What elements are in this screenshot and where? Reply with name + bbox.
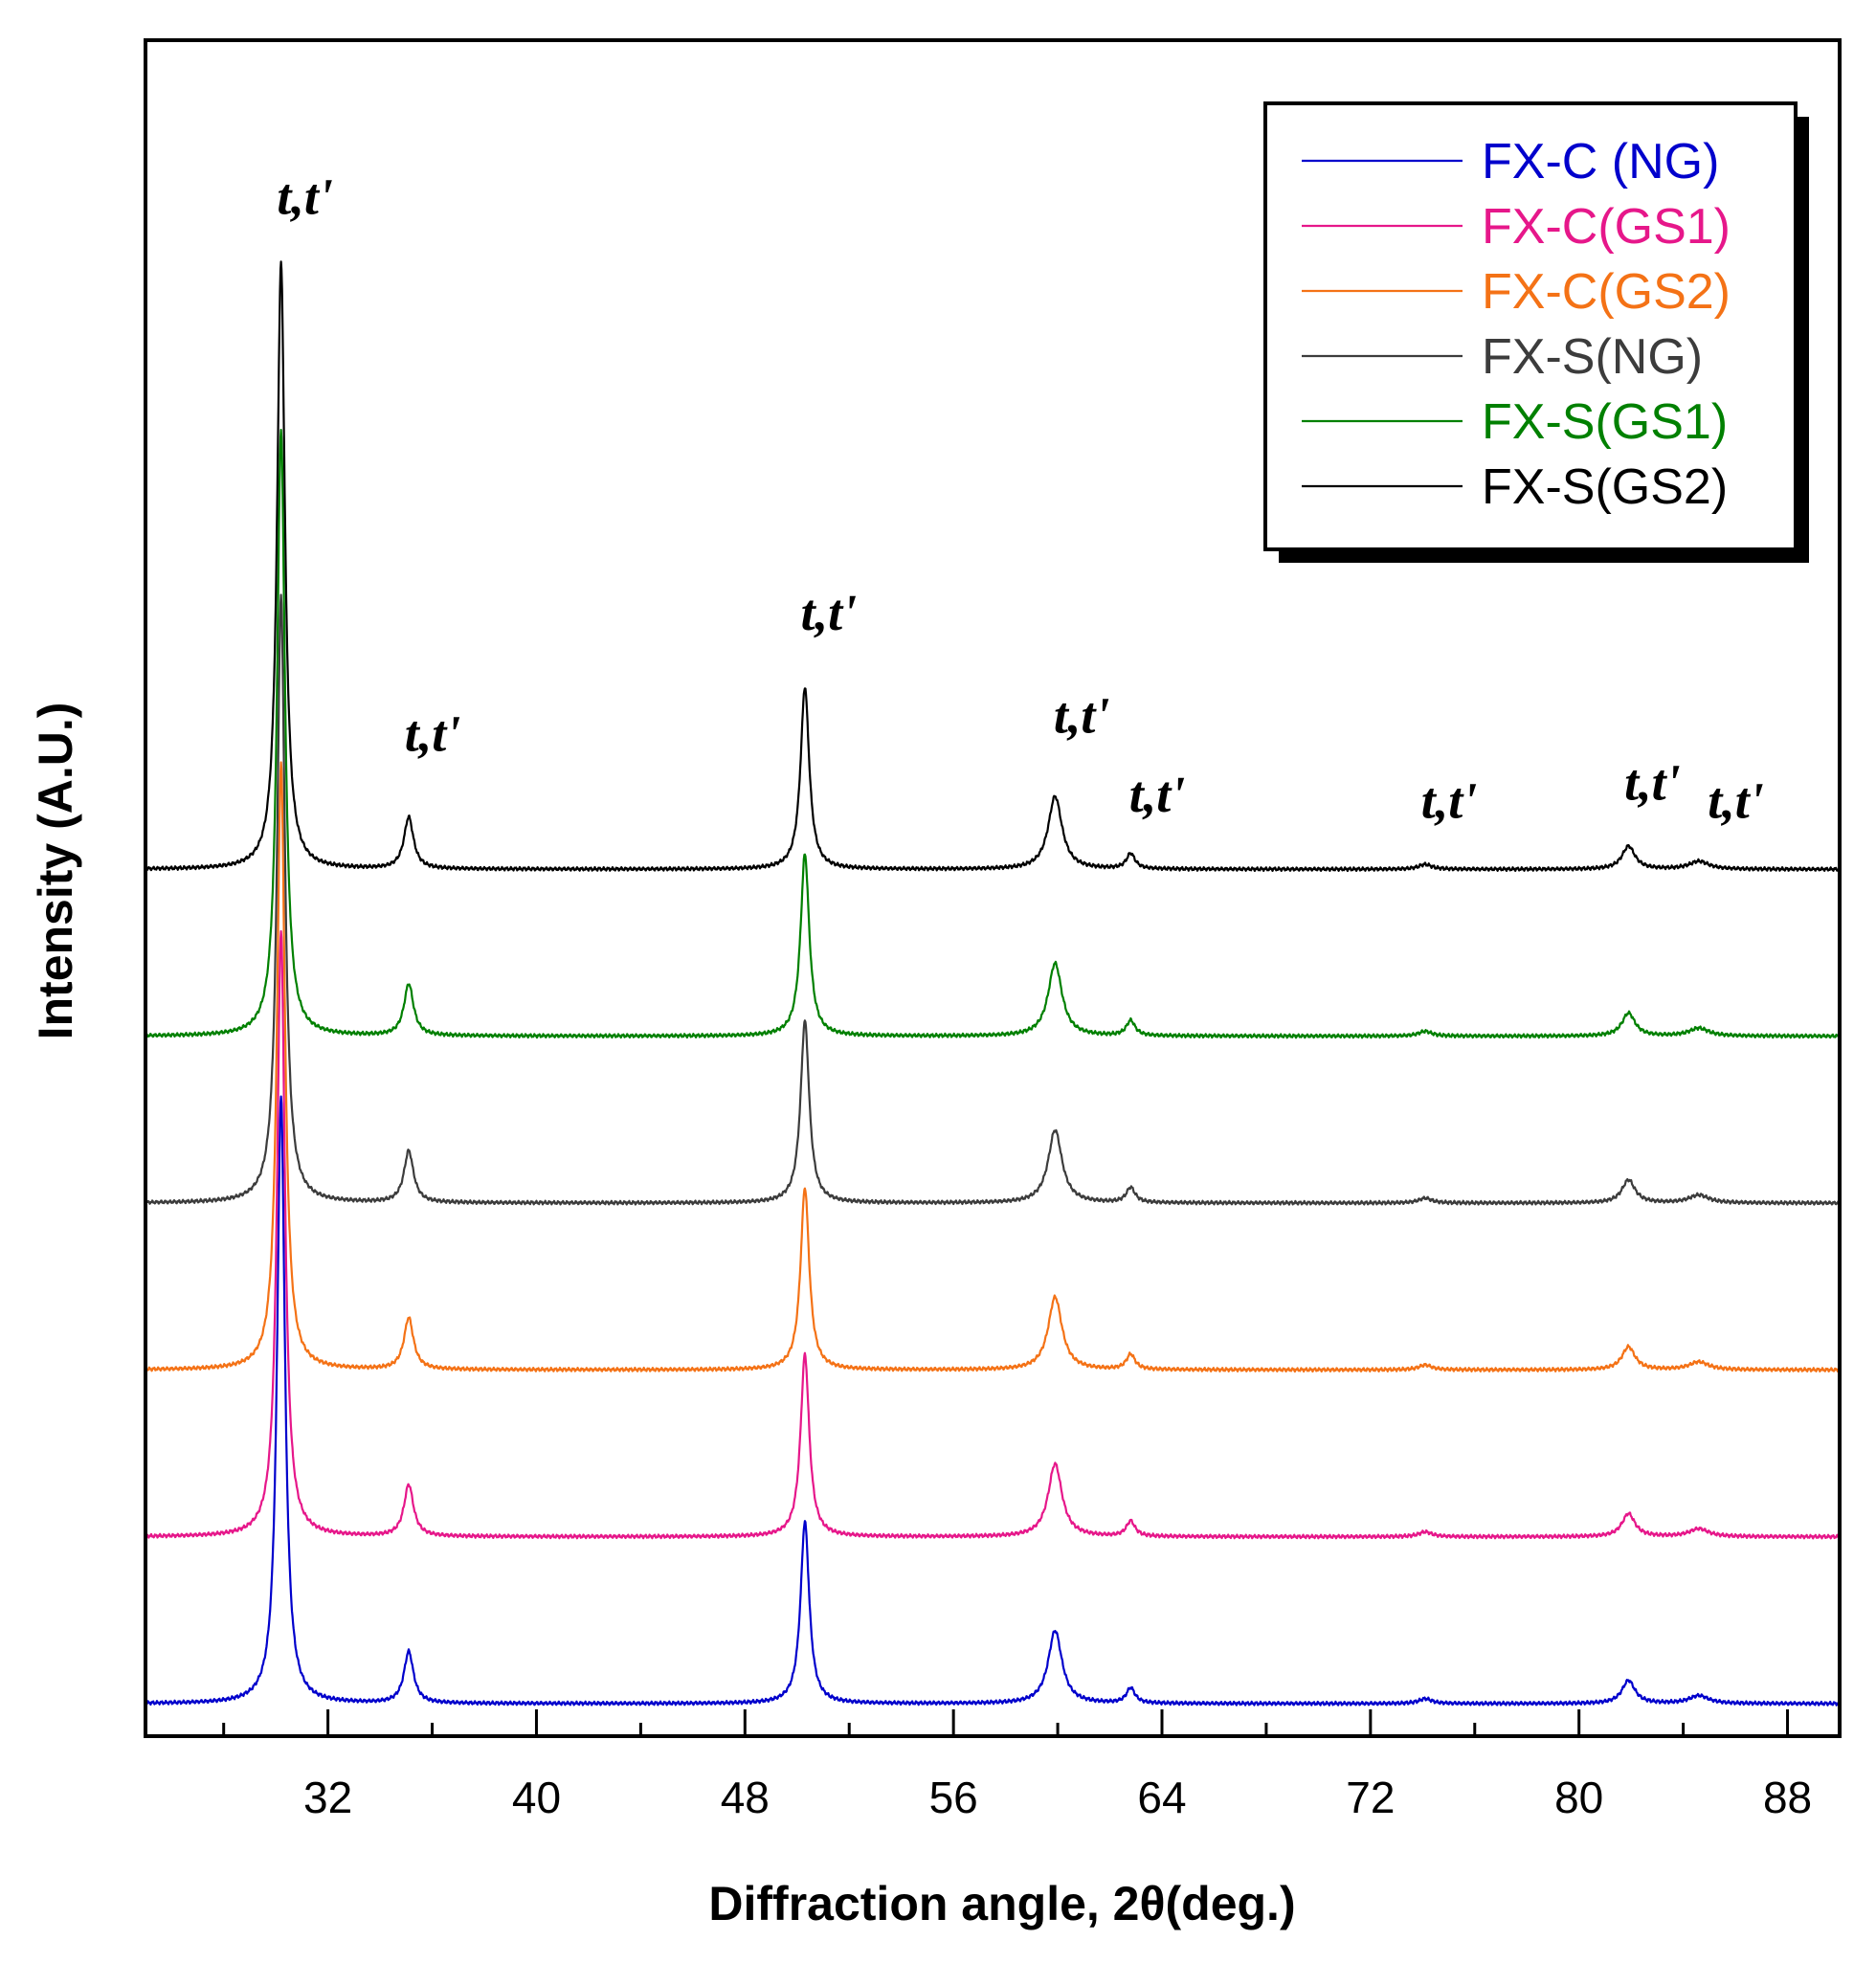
x-tick-label-56: 56 [929,1773,978,1822]
legend-label-1: FX-C (NG) [1482,134,1719,190]
series-line-fx-s-ng- [144,593,1841,1206]
plot-frame [144,38,1842,1738]
peak-label-2: t,t' [405,705,461,763]
legend-label-2: FX-C(GS1) [1482,199,1731,255]
x-axis-ticks: 32 40 48 56 64 72 80 88 [222,1709,1812,1822]
peak-label-layer: t,t' t,t' t,t' t,t' t,t' t,t' t,t' t,t' [277,168,1763,830]
x-tick-label-32: 32 [303,1773,352,1822]
peak-label-7: t,t' [1624,753,1681,811]
x-tick-label-48: 48 [721,1773,770,1822]
peak-label-6: t,t' [1421,771,1478,829]
legend-label-3: FX-C(GS2) [1482,264,1731,320]
peak-label-5: t,t' [1129,766,1186,823]
peak-label-3: t,t' [801,584,858,641]
x-tick-label-40: 40 [512,1773,561,1822]
series-line-fx-c-gs2- [144,761,1841,1373]
series-layer [144,260,1842,1706]
peak-label-8: t,t' [1708,771,1764,829]
series-line-fx-c-ng- [145,1095,1842,1706]
legend-label-4: FX-S(NG) [1482,329,1703,385]
x-tick-label-72: 72 [1346,1773,1395,1822]
series-line-fx-s-gs1- [145,429,1842,1039]
x-axis-title: Diffraction angle, 2θ(deg.) [708,1877,1295,1930]
x-tick-label-88: 88 [1763,1773,1812,1822]
peak-label-1: t,t' [277,168,333,226]
legend-label-5: FX-S(GS1) [1482,394,1728,450]
x-tick-label-64: 64 [1137,1773,1186,1822]
x-tick-label-80: 80 [1554,1773,1603,1822]
y-axis-title: Intensity (A.U.) [29,703,82,1040]
legend-label-6: FX-S(GS2) [1482,459,1728,515]
series-line-fx-c-gs1- [144,929,1842,1540]
legend: FX-C (NG) FX-C(GS1) FX-C(GS2) FX-S(NG) FX-S(… [1263,101,1809,563]
series-line-fx-s-gs2- [145,260,1841,873]
legend-items: FX-C (NG) FX-C(GS1) FX-C(GS2) FX-S(NG) FX-S(… [1302,134,1731,515]
peak-label-4: t,t' [1054,687,1110,745]
legend-box [1263,101,1798,551]
